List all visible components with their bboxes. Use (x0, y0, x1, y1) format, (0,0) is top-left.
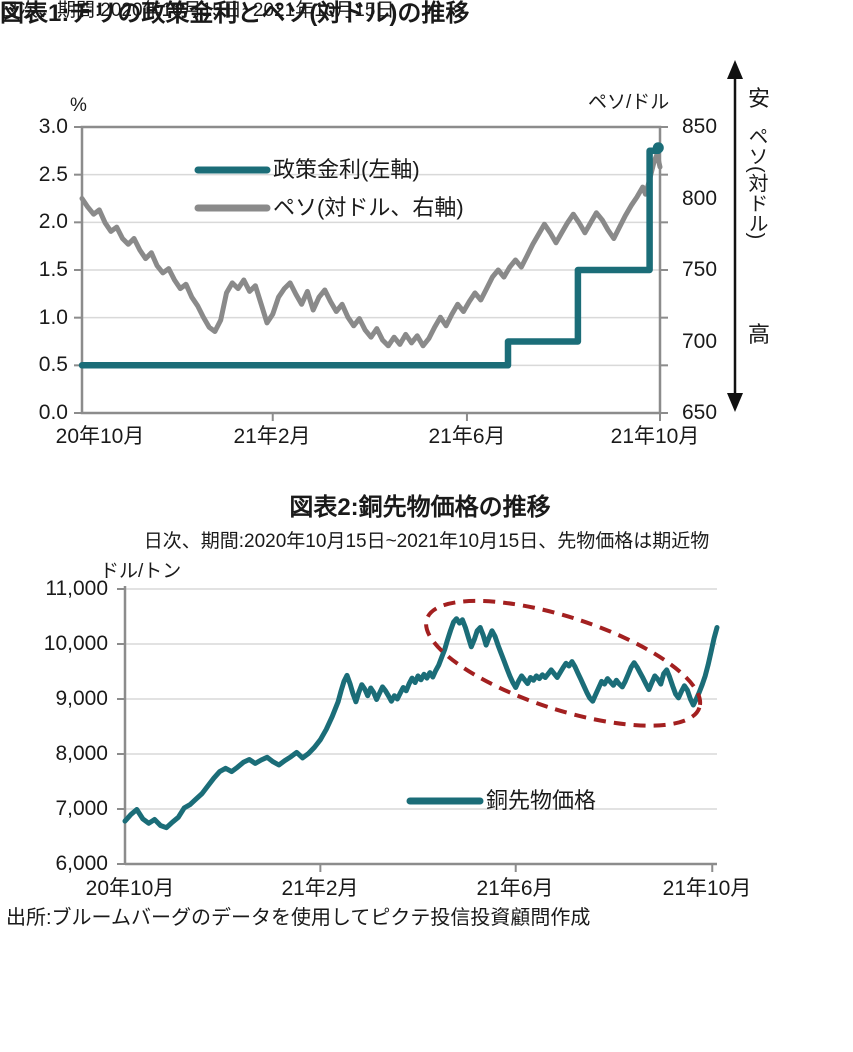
chart2-xtick-feb21: 21年2月 (281, 877, 359, 900)
chart2-xtick-oct20: 20年10月 (85, 877, 175, 900)
chart1-xtick-oct20: 20年10月 (55, 425, 145, 448)
peso-series-line (79, 151, 663, 349)
chart1-rtick-850: 850 (682, 115, 718, 138)
policy-rate-series-line (78, 147, 662, 369)
chart2-title: 図表2:銅先物価格の推移 (289, 494, 551, 521)
chart2-axis-unit: ドル/トン (100, 561, 182, 582)
chart2-subtitle: 日次、期間:2020年10月15日~2021年10月15日、先物価格は期近物 (143, 531, 710, 552)
legend-label-policy-rate: 政策金利(左軸) (273, 157, 420, 182)
arrow-head-up (727, 60, 743, 79)
arrow-head-down (727, 393, 743, 412)
chart1-rtick-750: 750 (682, 258, 718, 281)
chart1-right-axis-unit: ペソ/ドル (588, 92, 670, 113)
chart1-rtick-800: 800 (682, 187, 718, 210)
annotation-strong-label: 高 (747, 322, 770, 347)
annotation-peso-vs-dollar-label: ペソ(対ドル) (745, 126, 767, 240)
chart1-xtick-feb21: 21年2月 (233, 425, 311, 448)
chart2-ytick-10000: 10,000 (43, 632, 108, 655)
chart2-xtick-jun21: 21年6月 (476, 877, 554, 900)
chart2-ytick-8000: 8,000 (55, 742, 108, 765)
chart1-title: 図表1:チリの政策金利とペソ(対ドル)の推移 (0, 0, 470, 27)
chart1-ytick-1.5: 1.5 (38, 258, 68, 281)
annotation-weak-label: 安 (747, 86, 770, 111)
chart1-xtick-oct21: 21年10月 (610, 425, 700, 448)
copper-series-line (122, 616, 720, 831)
chart2-ytick-9000: 9,000 (55, 687, 108, 710)
source-note: 出所:ブルームバーグのデータを使用してピクテ投信投資顧問作成 (6, 907, 591, 929)
chart1-left-axis-unit: % (70, 95, 87, 116)
legend-label-peso: ペソ(対ドル、右軸) (273, 195, 464, 220)
chart1-xtick-jun21: 21年6月 (428, 425, 506, 448)
chart2-ytick-6000: 6,000 (55, 852, 108, 875)
chart1-subtitle: 日次、期間:2020年10月15日~2021年10月15日 (0, 0, 395, 21)
chart1-ytick-0.5: 0.5 (38, 353, 68, 376)
policy-rate-end-marker (652, 142, 664, 154)
legend-label-copper: 銅先物価格 (486, 788, 597, 813)
chart2-ytick-7000: 7,000 (55, 797, 108, 820)
chart1-ytick-2.5: 2.5 (38, 163, 68, 186)
peso-direction-arrow (727, 60, 743, 412)
chart2-grid-frame (117, 586, 717, 872)
chart1-ytick-2.0: 2.0 (38, 210, 68, 233)
chart1-ytick-1.0: 1.0 (38, 306, 68, 329)
chart1-ytick-0.0: 0.0 (38, 401, 68, 424)
chart1-rtick-700: 700 (682, 330, 718, 353)
chart2-xtick-oct21: 21年10月 (662, 877, 752, 900)
chart1-ytick-3.0: 3.0 (38, 115, 68, 138)
chart1-rtick-650: 650 (682, 401, 718, 424)
chart2-ytick-11000: 11,000 (45, 577, 108, 600)
